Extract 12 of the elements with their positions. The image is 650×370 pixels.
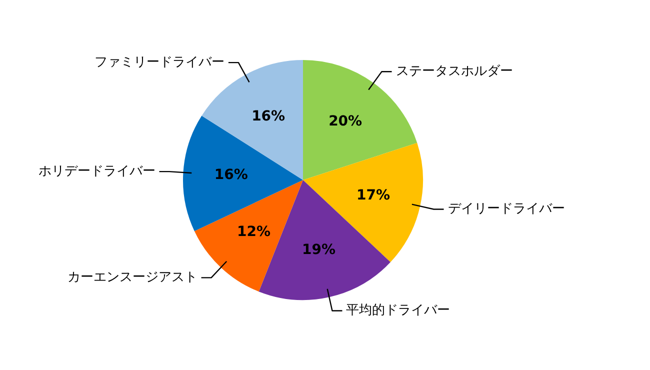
slice-label: 平均的ドライバー [346,303,450,318]
slice-label: ステータスホルダー [396,64,513,79]
slice-label: ホリデードライバー [38,164,156,179]
slice-label: デイリードライバー [448,202,565,217]
slice-label: カーエンスージアスト [67,270,198,286]
data-label: 12% [236,224,270,240]
data-label: 19% [302,242,336,258]
slice-label: ファミリードライバー [94,54,224,70]
data-label: 16% [214,167,248,184]
data-label: 17% [356,187,390,204]
data-label: 20% [328,113,362,130]
data-label: 16% [252,108,286,125]
